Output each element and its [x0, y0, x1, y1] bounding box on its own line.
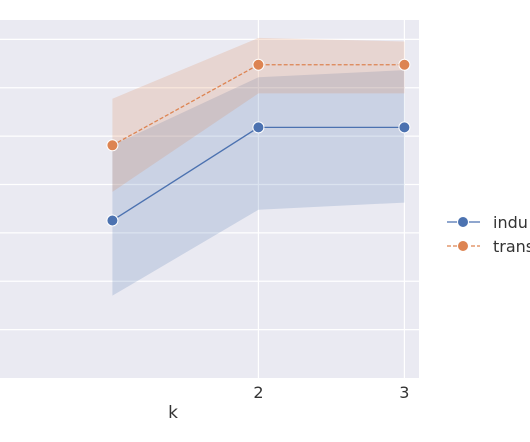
band-layer: [112, 37, 405, 296]
data-point-trans: [252, 58, 265, 71]
x-tick-label: 2: [253, 383, 263, 402]
data-point-indu: [106, 214, 119, 227]
legend-marker-indu: [457, 216, 469, 228]
confidence-band-indu: [112, 70, 405, 296]
data-point-trans: [398, 58, 411, 71]
x-axis-label: k: [168, 403, 178, 423]
legend-label-trans: trans: [493, 237, 530, 256]
legend-label-indu: indu: [493, 213, 528, 232]
grid-layer: [0, 20, 419, 378]
x-tick-label: 3: [399, 383, 409, 402]
legend-marker-trans: [457, 240, 469, 252]
plot-background: [0, 20, 419, 378]
legend: indu trans: [447, 213, 530, 256]
data-point-indu: [252, 121, 265, 134]
data-point-trans: [106, 139, 119, 152]
series-line-trans: [112, 64, 405, 146]
data-point-indu: [398, 121, 411, 134]
marker-layer: [106, 58, 411, 227]
confidence-band-trans: [112, 37, 405, 192]
